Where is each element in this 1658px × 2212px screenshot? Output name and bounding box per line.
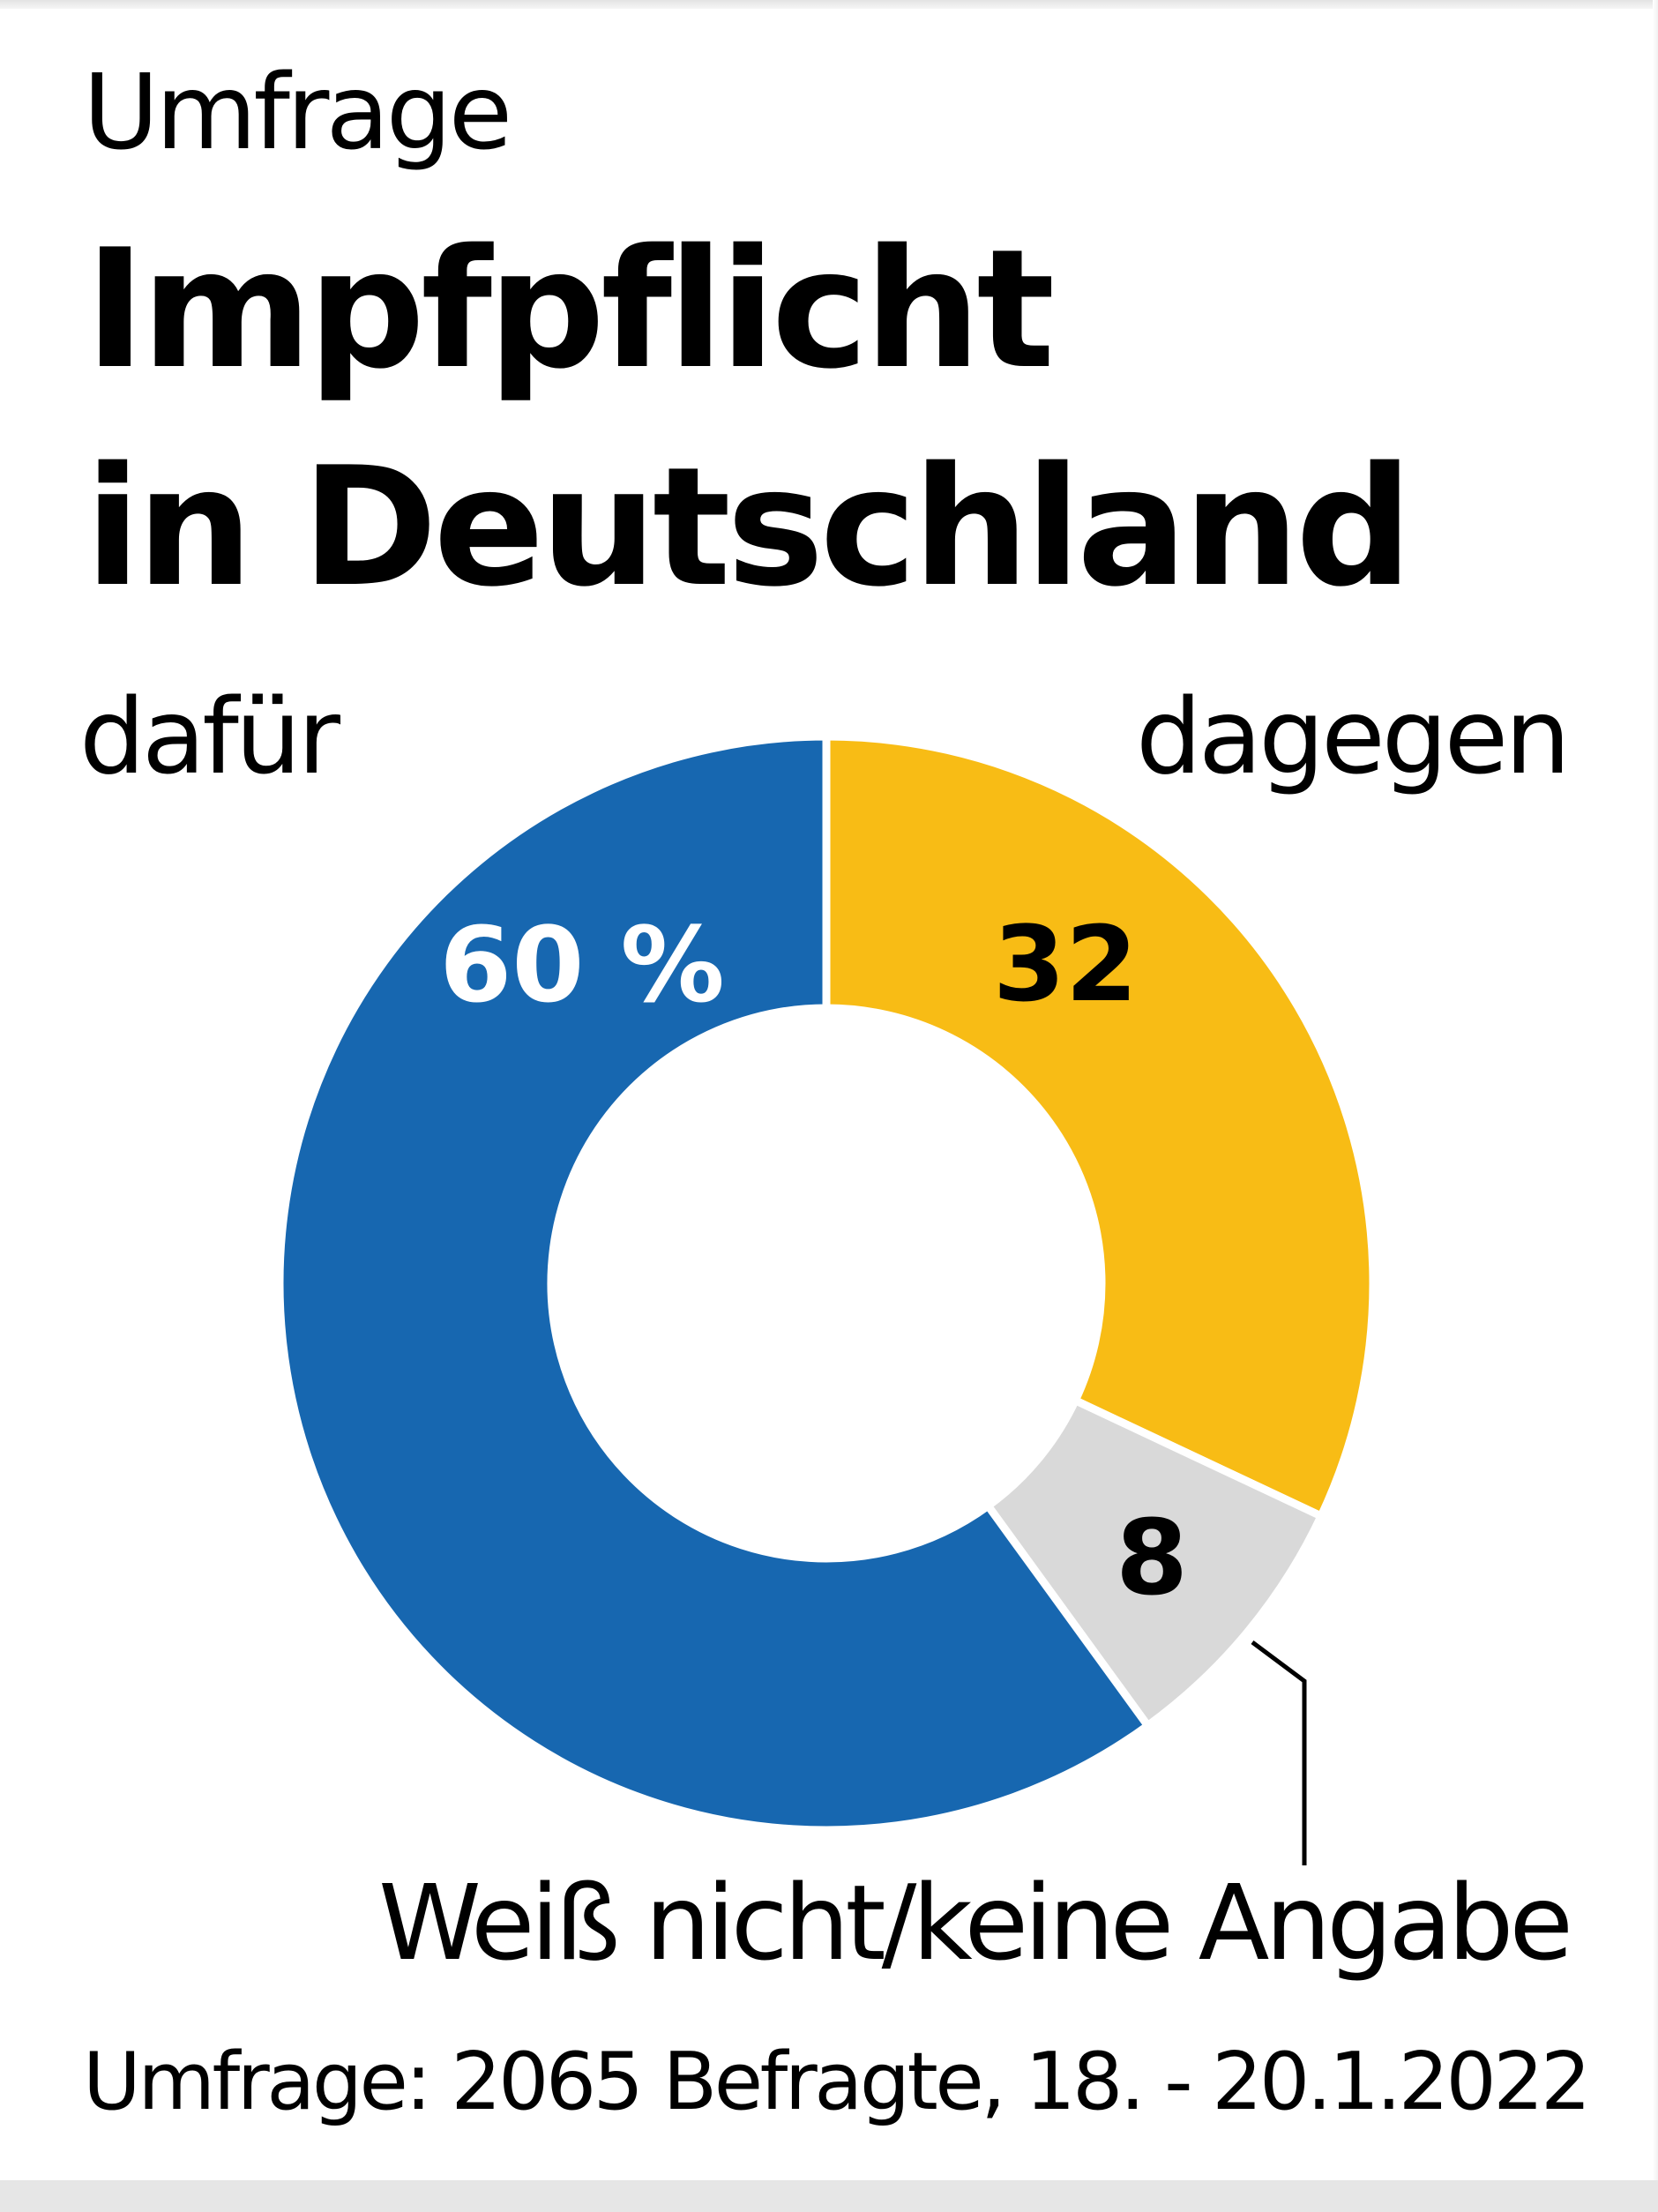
unknown-leader-line xyxy=(1251,1640,1307,1865)
chart-title-line-1: Impfpflicht xyxy=(85,213,1055,405)
right-edge-shadow xyxy=(1653,0,1658,2180)
value-for: 60 % xyxy=(439,904,725,1026)
value-unknown: 8 xyxy=(1116,1497,1188,1618)
donut-segments xyxy=(275,732,1378,1835)
segment-for xyxy=(275,732,1154,1835)
label-unknown: Weiß nicht/keine Angabe xyxy=(378,1862,1573,1984)
label-for: dafür xyxy=(79,676,340,797)
label-against: dagegen xyxy=(1136,676,1571,797)
chart-kicker: Umfrage xyxy=(83,51,512,173)
source-note: Umfrage: 2065 Befragte, 18. - 20.1.2022 xyxy=(83,2036,1591,2128)
bottom-border-bar xyxy=(0,2180,1658,2212)
chart-title-line-2: in Deutschland xyxy=(85,431,1413,623)
value-against: 32 xyxy=(993,903,1138,1025)
top-border-bar xyxy=(0,0,1658,9)
segment-unknown xyxy=(982,1394,1326,1731)
segment-against xyxy=(822,732,1378,1521)
